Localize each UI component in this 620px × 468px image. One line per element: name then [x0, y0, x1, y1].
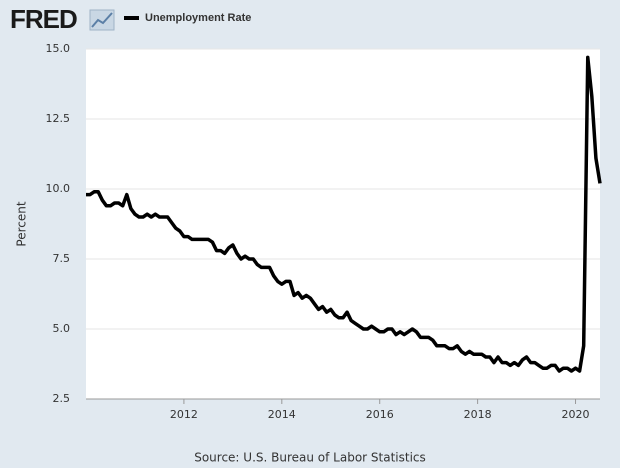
x-tick-label: 2016 [366, 408, 394, 421]
x-tick-label: 2020 [562, 408, 590, 421]
source: Source: U.S. Bureau of Labor Statistics [194, 451, 426, 465]
y-tick-label: 10.0 [46, 182, 71, 195]
x-tick-label: 2014 [268, 408, 296, 421]
logo-icon [89, 9, 115, 31]
legend-label: Unemployment Rate [145, 12, 251, 24]
y-tick-label: 12.5 [46, 112, 71, 125]
series-line [86, 55, 602, 373]
y-tick-label: 15.0 [46, 42, 71, 55]
plot-area [86, 49, 600, 399]
y-tick-label: 7.5 [53, 252, 71, 265]
x-tick-label: 2018 [464, 408, 492, 421]
logo: FRED [10, 4, 77, 34]
x-tick-label: 2012 [170, 408, 198, 421]
y-axis-label: Percent [15, 201, 29, 246]
y-tick-label: 5.0 [53, 322, 71, 335]
y-tick-label: 2.5 [53, 392, 71, 405]
